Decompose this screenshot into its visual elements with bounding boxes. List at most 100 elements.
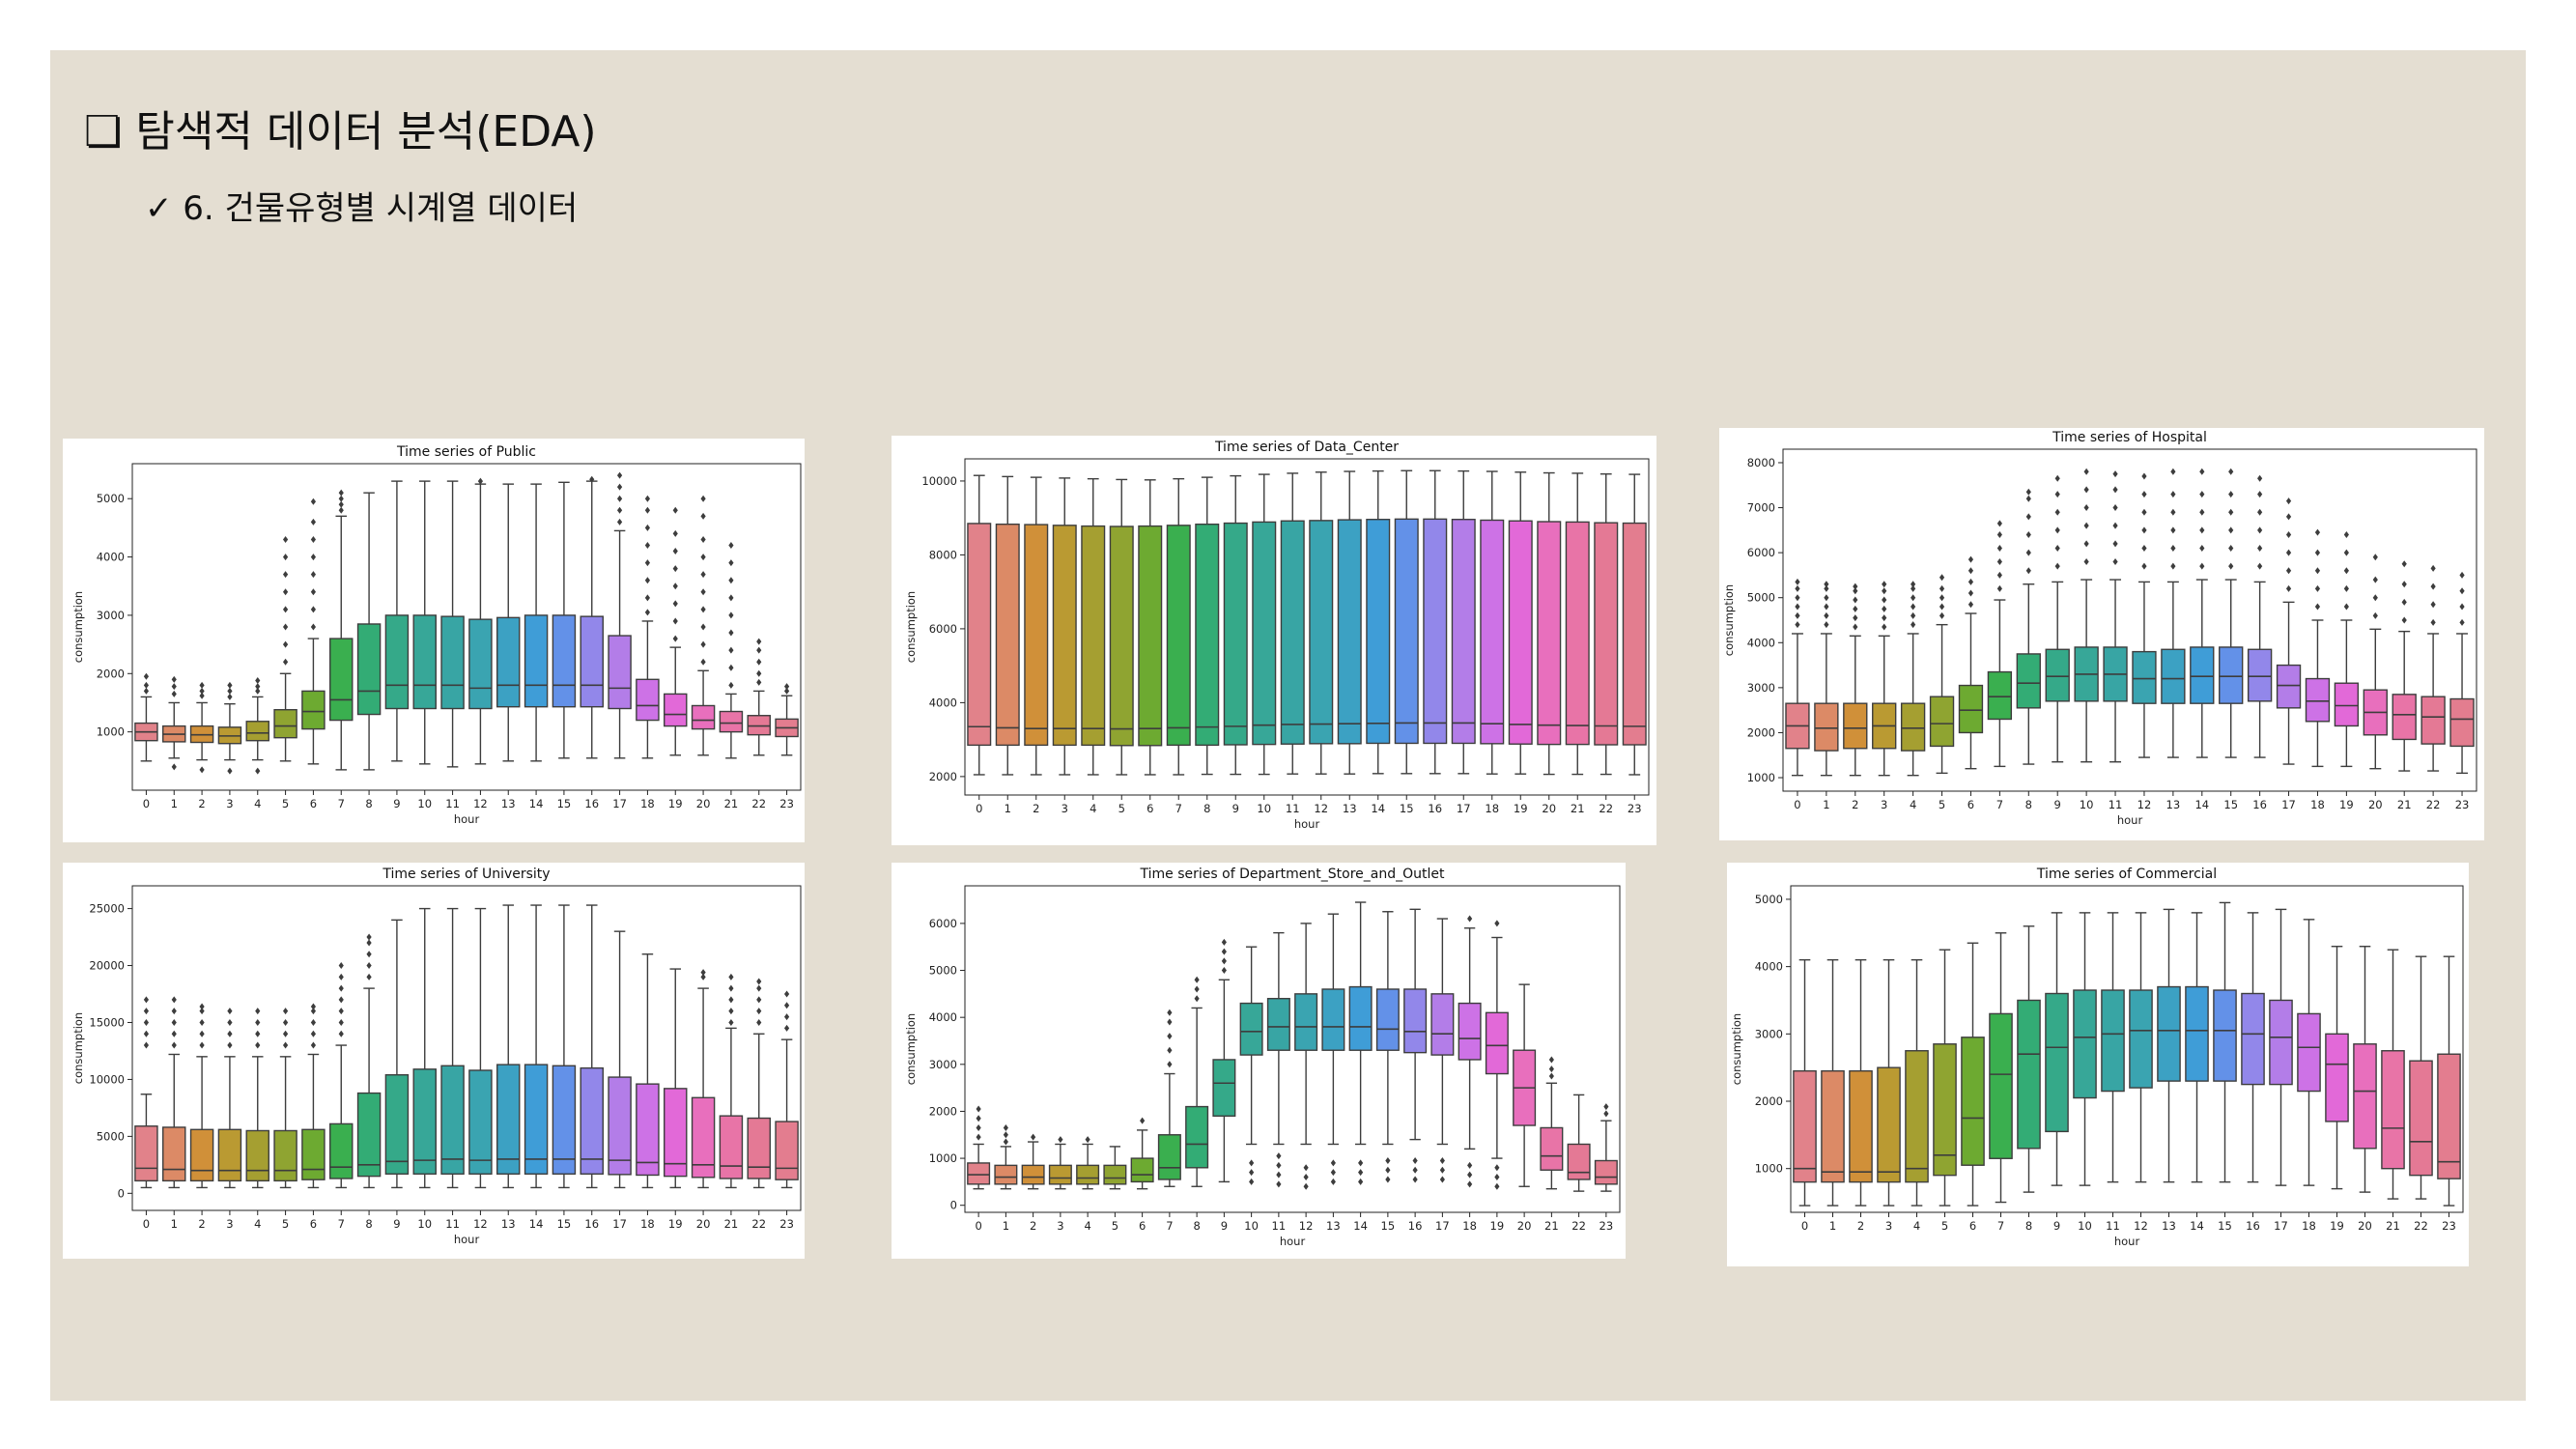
iqr-box: [1394, 518, 1419, 745]
outlier-point: [2170, 544, 2176, 552]
box-hour-6: [1958, 555, 1984, 770]
outlier-point: [2199, 544, 2205, 552]
x-tick-label: 19: [668, 797, 683, 810]
outlier-point: [2285, 567, 2292, 575]
iqr-box: [2381, 1050, 2405, 1170]
outlier-point: [2083, 468, 2089, 475]
outlier-point: [728, 594, 734, 602]
iqr-box: [496, 1064, 521, 1175]
x-tick-label: 1: [171, 1217, 178, 1231]
y-tick-label: 1000: [1747, 771, 1775, 784]
y-tick-label: 10000: [921, 474, 957, 488]
outlier-point: [199, 1030, 205, 1037]
iqr-box: [1294, 993, 1318, 1051]
y-tick-label: 1000: [1755, 1162, 1783, 1176]
box-hour-20: [691, 969, 716, 1189]
outlier-point: [2054, 508, 2060, 516]
box-hour-5: [273, 535, 297, 762]
iqr-box: [134, 1125, 158, 1182]
iqr-box: [1537, 521, 1562, 746]
outlier-point: [2054, 544, 2060, 552]
box-hour-16: [2241, 912, 2265, 1183]
y-tick-label: 25000: [89, 902, 125, 916]
outlier-point: [2459, 618, 2465, 626]
x-tick-label: 9: [1232, 802, 1239, 815]
iqr-box: [552, 614, 577, 708]
iqr-box: [2045, 992, 2069, 1133]
outlier-point: [672, 600, 678, 608]
iqr-box: [1622, 522, 1647, 746]
box-hour-20: [2363, 554, 2388, 770]
iqr-box: [719, 1115, 744, 1179]
outlier-point: [227, 1018, 233, 1026]
x-tick-label: 18: [640, 1217, 655, 1231]
outlier-point: [338, 973, 344, 980]
outlier-point: [143, 996, 150, 1004]
x-tick-label: 17: [2274, 1219, 2288, 1233]
chart-data-center-svg: Time series of Data_Center20004000600080…: [904, 440, 1650, 831]
outlier-point: [338, 506, 344, 514]
x-tick-label: 4: [1913, 1219, 1920, 1233]
outlier-point: [756, 646, 762, 654]
x-tick-label: 2: [198, 797, 205, 810]
x-tick-label: 20: [1542, 802, 1556, 815]
box-hour-7: [329, 489, 354, 771]
x-tick-label: 22: [1571, 1219, 1586, 1233]
outlier-point: [700, 588, 706, 596]
y-tick-label: 2000: [97, 667, 125, 680]
box-hour-9: [384, 480, 410, 762]
y-tick-label: 3000: [929, 1058, 957, 1071]
y-tick-label: 20000: [89, 959, 125, 973]
box-hour-3: [1048, 1136, 1072, 1190]
outlier-point: [310, 1018, 317, 1026]
outlier-point: [2141, 508, 2147, 516]
outlier-point: [2314, 603, 2321, 611]
iqr-box: [2325, 1033, 2349, 1122]
outlier-point: [756, 638, 762, 645]
iqr-box: [967, 523, 992, 747]
x-tick-label: 7: [1996, 798, 2003, 811]
iqr-box: [468, 1069, 493, 1175]
box-hour-8: [2017, 925, 2041, 1193]
outlier-point: [310, 1030, 317, 1037]
outlier-point: [2228, 468, 2234, 475]
y-tick-label: 6000: [929, 622, 957, 636]
iqr-box: [1961, 1037, 1985, 1166]
y-tick-label: 3000: [1747, 681, 1775, 695]
iqr-box: [1594, 1159, 1618, 1185]
outlier-point: [1967, 567, 1974, 575]
x-tick-label: 23: [2442, 1219, 2456, 1233]
x-axis-label: hour: [454, 1233, 480, 1246]
outlier-point: [756, 984, 762, 992]
box-hour-1: [1814, 581, 1839, 777]
box-hour-10: [2073, 912, 2097, 1186]
iqr-box: [1814, 702, 1839, 752]
box-hour-6: [1961, 942, 1985, 1207]
box-hour-8: [356, 492, 382, 771]
outlier-point: [2054, 474, 2060, 482]
x-tick-label: 15: [1381, 1219, 1396, 1233]
x-tick-label: 7: [338, 1217, 345, 1231]
x-tick-label: 1: [1003, 1219, 1009, 1233]
x-tick-label: 4: [1910, 798, 1916, 811]
box-hour-5: [1109, 478, 1134, 776]
outlier-point: [1996, 544, 2002, 552]
chart-public-svg: Time series of Public 1000 2000 3000 4000 500…: [71, 444, 802, 826]
x-tick-label: 20: [696, 1217, 711, 1231]
x-tick-label: 1: [1005, 802, 1011, 815]
y-axis-label: consumption: [71, 1012, 85, 1084]
outlier-point: [1882, 623, 1887, 631]
outlier-point: [700, 640, 706, 648]
iqr-box: [1565, 521, 1590, 746]
x-tick-label: 19: [2339, 798, 2354, 811]
outlier-point: [2430, 618, 2436, 626]
iqr-box: [1337, 519, 1362, 745]
outlier-point: [1882, 581, 1887, 588]
box-hour-11: [2103, 470, 2128, 763]
x-tick-label: 22: [2426, 798, 2441, 811]
chart-hospital-svg: Time series of Hospital 1000 2000 3000 4000 5…: [1722, 430, 2477, 827]
box-hour-15: [2219, 468, 2244, 758]
x-tick-label: 6: [1139, 1219, 1146, 1233]
y-tick-label: 2000: [929, 1104, 957, 1118]
x-tick-label: 23: [779, 797, 794, 810]
